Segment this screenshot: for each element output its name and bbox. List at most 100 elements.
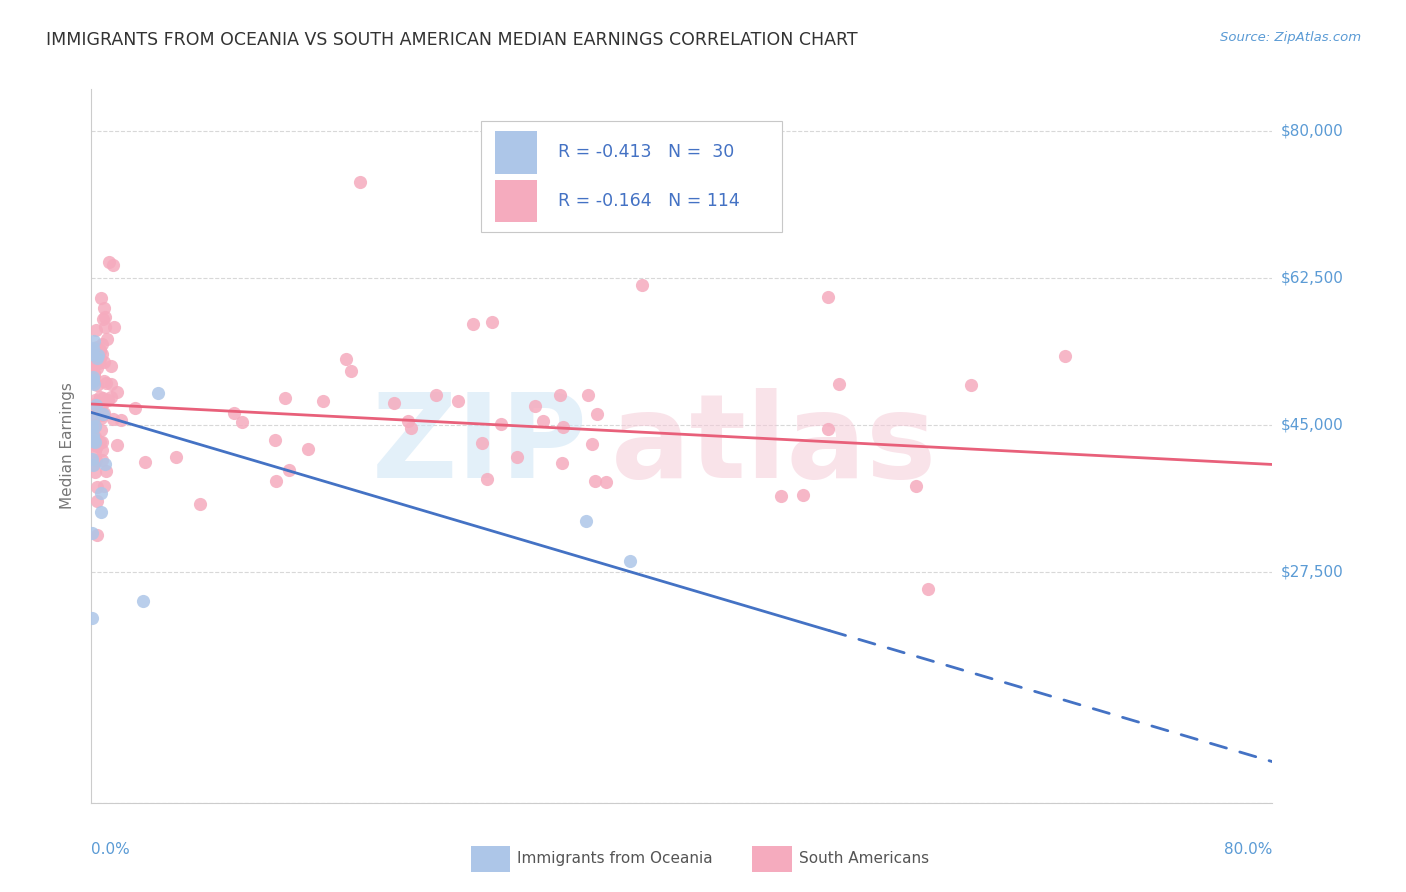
Point bbox=[91, 391, 114, 405]
Point bbox=[90, 423, 112, 437]
Point bbox=[82, 374, 104, 388]
Point bbox=[105, 384, 128, 399]
Point bbox=[90, 347, 112, 361]
Point bbox=[87, 356, 110, 370]
Point bbox=[551, 419, 574, 434]
Point bbox=[264, 474, 287, 488]
Point bbox=[89, 351, 111, 366]
Point bbox=[91, 408, 114, 422]
Point bbox=[83, 458, 105, 472]
Point bbox=[83, 417, 105, 432]
Point bbox=[959, 377, 981, 392]
Point bbox=[105, 438, 128, 452]
Text: IMMIGRANTS FROM OCEANIA VS SOUTH AMERICAN MEDIAN EARNINGS CORRELATION CHART: IMMIGRANTS FROM OCEANIA VS SOUTH AMERICA… bbox=[46, 31, 858, 49]
Point bbox=[83, 437, 105, 451]
Point bbox=[581, 437, 603, 451]
Point bbox=[349, 175, 371, 189]
Point bbox=[87, 348, 110, 362]
Text: Source: ZipAtlas.com: Source: ZipAtlas.com bbox=[1220, 31, 1361, 45]
Point bbox=[82, 428, 104, 442]
Point bbox=[89, 344, 111, 359]
Point bbox=[595, 475, 617, 490]
FancyBboxPatch shape bbox=[481, 121, 782, 232]
Point bbox=[103, 258, 125, 272]
Point bbox=[100, 377, 122, 392]
Point bbox=[90, 485, 112, 500]
Point bbox=[83, 366, 105, 380]
Point bbox=[89, 435, 111, 450]
Point bbox=[481, 315, 503, 329]
Point bbox=[82, 370, 104, 384]
Point bbox=[83, 434, 105, 449]
Point bbox=[83, 376, 105, 391]
Point bbox=[84, 437, 107, 451]
Point bbox=[231, 416, 253, 430]
Point bbox=[93, 406, 115, 420]
Point bbox=[83, 369, 105, 384]
Point bbox=[583, 475, 606, 489]
Point bbox=[82, 434, 104, 448]
Point bbox=[83, 334, 105, 348]
Point bbox=[471, 436, 494, 450]
Point bbox=[82, 458, 104, 473]
Point bbox=[817, 290, 839, 304]
FancyBboxPatch shape bbox=[495, 131, 537, 174]
Point bbox=[828, 376, 851, 391]
Point bbox=[86, 378, 108, 392]
Y-axis label: Median Earnings: Median Earnings bbox=[60, 383, 76, 509]
Point bbox=[86, 360, 108, 375]
Point bbox=[82, 341, 104, 355]
Point bbox=[548, 387, 571, 401]
Point bbox=[94, 376, 117, 390]
Text: South Americans: South Americans bbox=[799, 852, 929, 866]
Point bbox=[86, 493, 108, 508]
Point bbox=[90, 505, 112, 519]
Point bbox=[93, 301, 115, 315]
Point bbox=[86, 480, 108, 494]
Point bbox=[91, 443, 114, 458]
Point bbox=[575, 514, 598, 528]
Text: ZIP: ZIP bbox=[371, 389, 588, 503]
Text: Immigrants from Oceania: Immigrants from Oceania bbox=[517, 852, 713, 866]
Point bbox=[86, 528, 108, 542]
Point bbox=[100, 391, 122, 405]
Point bbox=[89, 353, 111, 368]
FancyBboxPatch shape bbox=[495, 179, 537, 222]
Point bbox=[425, 387, 447, 401]
Point bbox=[489, 417, 512, 431]
Point bbox=[82, 346, 104, 360]
Point bbox=[100, 359, 122, 373]
Point bbox=[84, 453, 107, 467]
Point bbox=[83, 407, 105, 421]
Point bbox=[96, 332, 118, 346]
Point bbox=[524, 399, 547, 413]
Point bbox=[90, 337, 112, 351]
Point bbox=[89, 390, 111, 404]
Point bbox=[86, 439, 108, 453]
Point bbox=[531, 414, 554, 428]
Point bbox=[188, 497, 211, 511]
Point bbox=[630, 278, 652, 293]
Point bbox=[89, 343, 111, 357]
Point bbox=[90, 411, 112, 425]
Point bbox=[770, 489, 793, 503]
Point bbox=[84, 396, 107, 410]
Point bbox=[93, 479, 115, 493]
Point bbox=[89, 291, 111, 305]
Point bbox=[463, 318, 485, 332]
Point bbox=[82, 412, 104, 426]
Point bbox=[312, 393, 335, 408]
Point bbox=[91, 396, 114, 410]
Point bbox=[475, 473, 498, 487]
Point bbox=[264, 434, 287, 448]
Point bbox=[84, 418, 107, 433]
Text: atlas: atlas bbox=[612, 389, 938, 503]
Point bbox=[124, 401, 146, 415]
Point bbox=[82, 343, 104, 357]
Point bbox=[399, 420, 422, 434]
Point bbox=[91, 435, 114, 450]
Point bbox=[134, 455, 156, 469]
Text: R = -0.164   N = 114: R = -0.164 N = 114 bbox=[558, 192, 740, 210]
Point bbox=[86, 340, 108, 354]
Point bbox=[101, 412, 124, 426]
